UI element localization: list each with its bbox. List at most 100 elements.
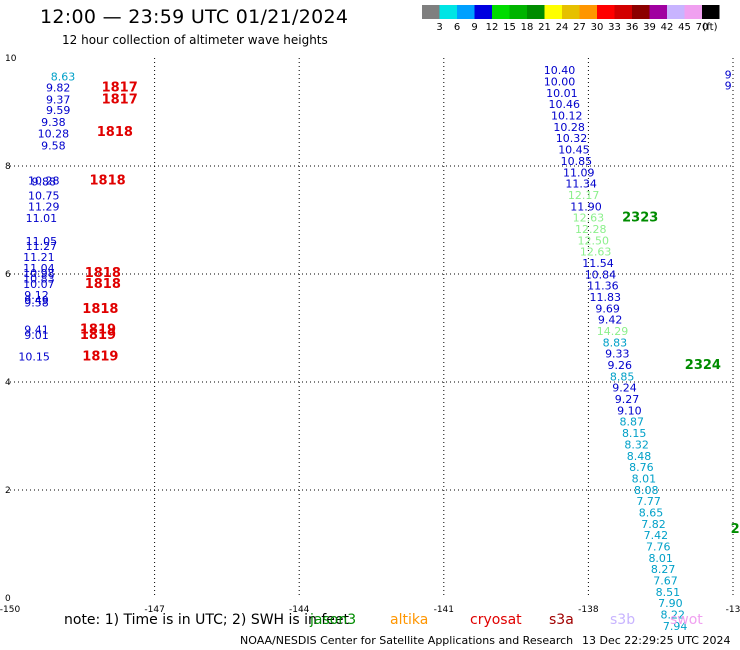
- wave-height-value: 7.76: [646, 540, 671, 553]
- legend-label: 15: [503, 22, 516, 33]
- legend-swatch: [597, 5, 615, 19]
- pass-time-label: 2324: [685, 358, 721, 373]
- pass-time-label: 1818: [97, 125, 133, 140]
- wave-height-value: 11.09: [563, 166, 595, 179]
- satellite-legend-s3a: s3a: [549, 612, 574, 628]
- wave-height-value: 11.05: [26, 235, 58, 248]
- wave-height-value: 9.27: [615, 393, 640, 406]
- wave-height-value: 8.83: [603, 336, 628, 349]
- wave-height-value: 9.42: [598, 314, 623, 327]
- legend-swatch: [544, 5, 562, 19]
- wave-height-value: 11.54: [582, 257, 614, 270]
- wave-height-value: 8.51: [656, 586, 681, 599]
- wave-height-value: 10.75: [28, 189, 60, 202]
- wave-height-value: 8.22: [661, 609, 686, 622]
- legend-label: 21: [538, 22, 551, 33]
- page-title: 12:00 — 23:59 UTC 01/21/2024: [40, 6, 349, 28]
- lon-tick-label: -141: [434, 605, 454, 615]
- legend-label: 27: [573, 22, 586, 33]
- legend-swatch: [509, 5, 527, 19]
- lat-tick-label: 4: [5, 378, 11, 388]
- pass-time-label: 2323: [622, 211, 658, 226]
- legend-swatch: [702, 5, 720, 19]
- page-subtitle: 12 hour collection of altimeter wave hei…: [62, 33, 328, 47]
- wave-height-value: 7.42: [644, 529, 669, 542]
- legend-label: 42: [661, 22, 674, 33]
- pass-time-label: 1817: [102, 80, 138, 95]
- wave-height-value: 10.15: [18, 350, 50, 363]
- legend-swatch: [457, 5, 475, 19]
- wave-height-value: 8.87: [620, 416, 645, 429]
- wave-height-value: 8.01: [632, 472, 657, 485]
- wave-height-value: 12.28: [575, 223, 607, 236]
- units-note: note: 1) Time is in UTC; 2) SWH is in fe…: [64, 612, 350, 628]
- wave-height-value: 11.04: [23, 262, 55, 275]
- wave-height-value: 9.88: [31, 175, 56, 188]
- lon-tick-label: -147: [144, 605, 164, 615]
- wave-height-value: 9.12: [24, 289, 49, 302]
- wave-height-value: 7.94: [663, 620, 688, 633]
- legend-label: 18: [521, 22, 534, 33]
- wave-height-value: 10.45: [558, 144, 590, 157]
- wave-height-value: 10.12: [551, 110, 583, 123]
- legend-swatch: [439, 5, 457, 19]
- wave-height-value: 10.84: [585, 268, 617, 281]
- lat-tick-label: 6: [5, 270, 11, 280]
- wave-height-value: 8.85: [610, 370, 635, 383]
- wave-height-value: 9.58: [24, 296, 49, 309]
- wave-height-value: 8.65: [639, 506, 664, 519]
- lon-tick-label: -13: [726, 605, 740, 615]
- wave-height-value: 7.82: [641, 518, 666, 531]
- wave-height-value: 10.07: [23, 278, 55, 291]
- wave-height-value: 10.40: [544, 64, 576, 77]
- wave-height-value: 12.17: [568, 189, 600, 202]
- legend-label: 33: [608, 22, 621, 33]
- legend-swatch: [632, 5, 650, 19]
- legend-swatch: [614, 5, 632, 19]
- wave-height-value: 10.28: [28, 174, 60, 187]
- legend-unit: (ft): [702, 22, 717, 33]
- pass-time-label: 1818: [82, 302, 118, 317]
- pass-time-label: 1819: [82, 349, 118, 364]
- wave-height-value: 8.48: [627, 450, 652, 463]
- wave-height-value: 10.32: [556, 132, 588, 145]
- wave-height-value: 10.98: [23, 267, 55, 280]
- wave-height-value: 11.90: [570, 200, 602, 213]
- wave-height-value: 14.29: [597, 325, 629, 338]
- wave-height-value: 11.34: [565, 178, 597, 191]
- footer-credit: NOAA/NESDIS Center for Satellite Applica…: [240, 634, 574, 647]
- wave-height-value: 9.38: [41, 116, 66, 129]
- legend-swatch: [579, 5, 597, 19]
- pass-time-label: 1818: [90, 173, 126, 188]
- wave-height-value: 7.67: [653, 575, 678, 588]
- wave-height-value: 9.58: [41, 139, 66, 152]
- legend-swatch: [562, 5, 580, 19]
- pass-time-label: 2: [731, 522, 740, 537]
- lat-tick-label: 0: [5, 594, 11, 604]
- legend-label: 6: [454, 22, 460, 33]
- legend-label: 9: [471, 22, 477, 33]
- lon-tick-label: -144: [289, 605, 310, 615]
- satellite-legend-s3b: s3b: [610, 612, 636, 628]
- legend-label: 24: [556, 22, 569, 33]
- legend-swatch: [492, 5, 510, 19]
- wave-height-value: 9.37: [46, 93, 71, 106]
- legend-swatch: [527, 5, 545, 19]
- lat-tick-label: 10: [5, 54, 17, 64]
- wave-height-value: 11.29: [28, 200, 60, 213]
- wave-height-value: 10.85: [561, 155, 593, 168]
- wave-height-value: 9.24: [612, 382, 637, 395]
- legend-label: 12: [486, 22, 499, 33]
- legend-label: 45: [678, 22, 691, 33]
- wave-height-value: 10.01: [546, 87, 578, 100]
- wave-height-value: 11.21: [23, 251, 55, 264]
- legend-label: 70: [696, 22, 709, 33]
- wave-height-value: 11.01: [26, 212, 58, 225]
- wave-height-value: 8.15: [622, 427, 647, 440]
- legend-swatch: [649, 5, 667, 19]
- wave-height-value: 9.82: [46, 81, 71, 94]
- wave-height-value: 11.27: [26, 240, 58, 253]
- wave-height-value: 7.90: [658, 597, 683, 610]
- color-legend: 3 6 9 12 15 18 21 24 27 30 33 36 39 42 45 70(ft): [422, 5, 720, 33]
